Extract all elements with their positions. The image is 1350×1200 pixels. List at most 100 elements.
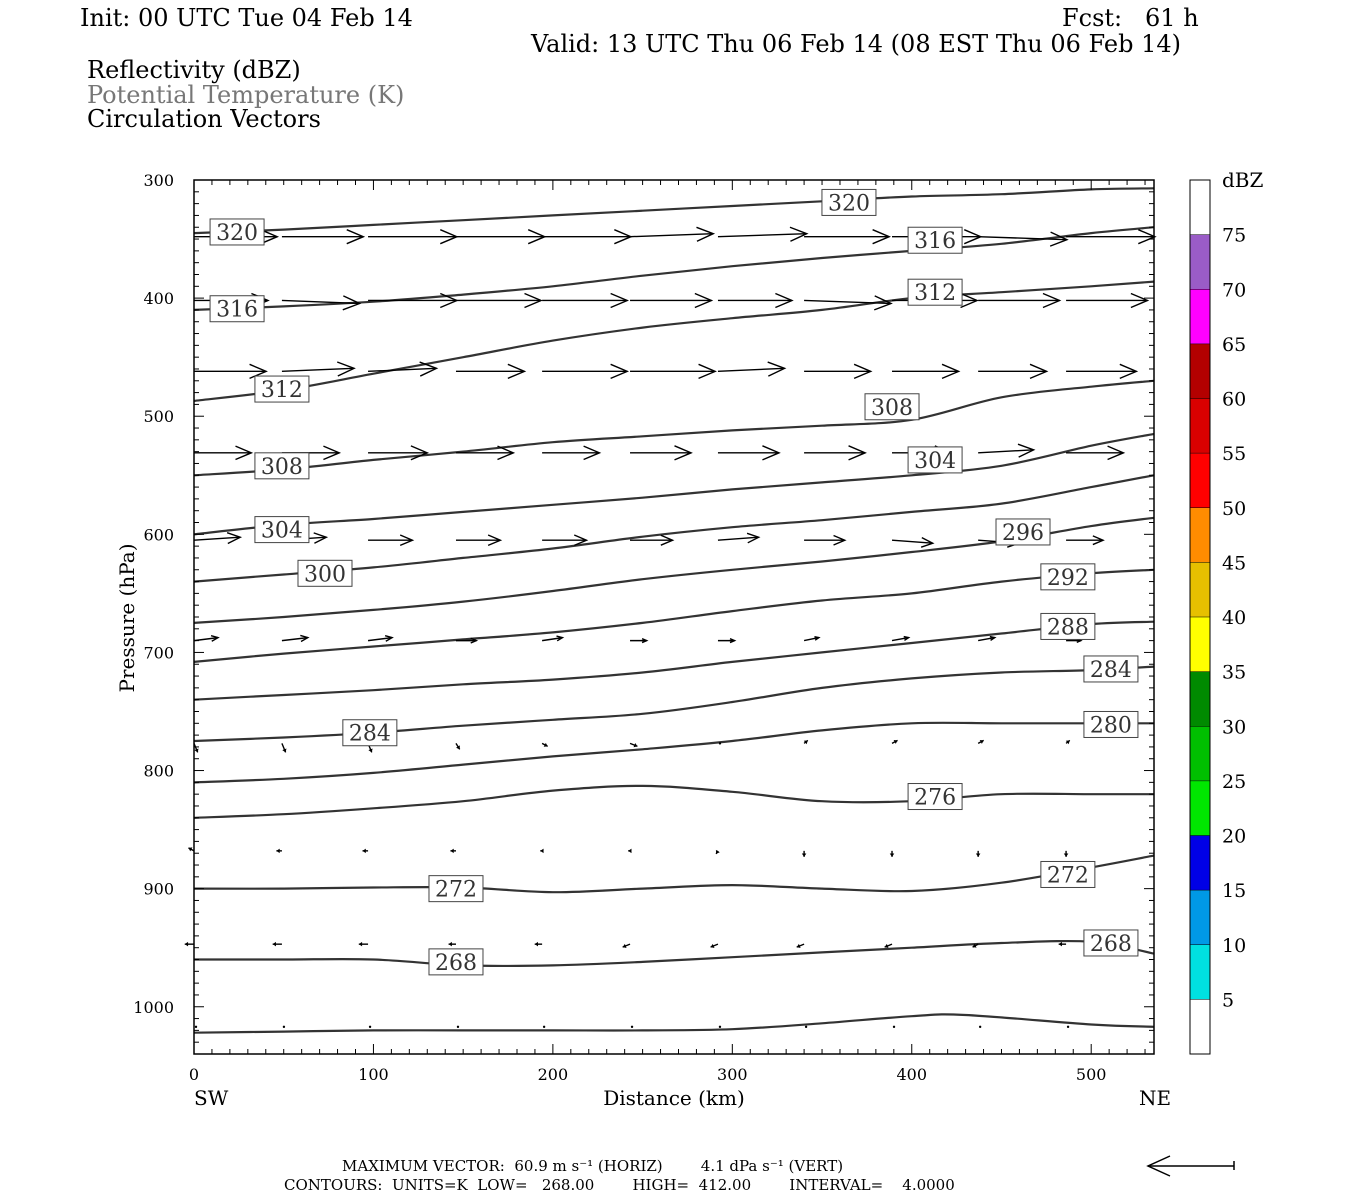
- circulation-vector: [1063, 850, 1069, 857]
- circulation-vector: [803, 636, 821, 642]
- colorbar-segment: [1190, 726, 1210, 781]
- colorbar-segment: [1190, 507, 1210, 563]
- circulation-vector: [542, 445, 602, 461]
- circulation-vector: [542, 229, 633, 245]
- colorbar-tick-label: 35: [1222, 662, 1246, 684]
- contour-label: 312: [907, 278, 963, 306]
- colorbar-tick-label: 15: [1222, 880, 1246, 902]
- y-tick-label: 1000: [133, 998, 174, 1017]
- svg-text:304: 304: [261, 519, 303, 544]
- circulation-vector: [801, 850, 807, 857]
- circulation-vector: [368, 292, 459, 309]
- y-tick-label: 600: [143, 525, 174, 544]
- circulation-vector: [804, 1025, 808, 1029]
- circulation-vector: [977, 739, 985, 744]
- y-tick-label: 500: [143, 407, 174, 426]
- circulation-vector: [455, 534, 503, 547]
- theta-contour-268: [194, 939, 1155, 968]
- theta-contours: [193, 187, 1155, 1034]
- circulation-vector: [542, 635, 565, 642]
- circulation-vector: [455, 363, 527, 379]
- circulation-vector: [630, 226, 716, 242]
- legend-reflectivity: Reflectivity (dBZ): [87, 56, 301, 84]
- circulation-vector: [281, 295, 362, 311]
- colorbar-tick-label: 40: [1222, 607, 1246, 629]
- circulation-vector: [630, 1025, 634, 1029]
- x-axis-label: Distance (km): [603, 1086, 745, 1110]
- svg-text:308: 308: [871, 396, 913, 421]
- theta-contour-316: [193, 226, 1155, 311]
- contour-label: 304: [254, 516, 310, 544]
- contour-label: 300: [297, 559, 353, 587]
- contour-label: 316: [209, 295, 265, 323]
- circulation-vector: [717, 638, 737, 644]
- colorbar-tick-label: 70: [1222, 279, 1246, 301]
- legend-potential-temperature: Potential Temperature (K): [87, 81, 405, 109]
- colorbar-tick-label: 5: [1222, 989, 1234, 1011]
- circulation-vector: [188, 847, 195, 852]
- colorbar: 5 10 15 20 25 30 35 40 45 50 55 60 65 70 75: [1189, 179, 1246, 1055]
- circulation-vector: [455, 445, 516, 461]
- circulation-vector: [978, 1025, 982, 1029]
- circulation-vector: [282, 1025, 286, 1029]
- circulation-vector: [717, 361, 787, 377]
- contour-label: 272: [1040, 860, 1096, 888]
- circulation-vector: [975, 850, 981, 857]
- colorbar-tick-label: 65: [1222, 334, 1246, 356]
- colorbar-tick-label: 20: [1222, 826, 1246, 848]
- circulation-vector: [891, 537, 935, 548]
- circulation-vector: [1066, 445, 1126, 461]
- svg-text:272: 272: [435, 878, 477, 903]
- circulation-vector: [803, 739, 809, 745]
- theta-contour-280: [193, 721, 1154, 784]
- x-tick-label: 400: [896, 1065, 927, 1084]
- colorbar-segment: [1190, 835, 1210, 891]
- colorbar-tick-label: 60: [1222, 389, 1246, 411]
- circulation-vector: [534, 941, 543, 947]
- circulation-vector: [368, 229, 459, 245]
- circulation-vector: [630, 638, 649, 644]
- circulation-vector: [1058, 941, 1067, 947]
- circulation-vector: [281, 229, 366, 245]
- theta-contour-312: [193, 280, 1155, 402]
- svg-text:316: 316: [914, 229, 956, 254]
- svg-text:292: 292: [1047, 566, 1089, 591]
- contour-label: 268: [1083, 929, 1139, 957]
- circulation-vector: [718, 742, 722, 745]
- colorbar-unit: dBZ: [1222, 168, 1264, 192]
- contour-label: 308: [864, 393, 920, 421]
- theta-contour-292: [193, 568, 1155, 663]
- circulation-vector: [717, 532, 761, 544]
- theta-contour-308: [193, 379, 1155, 477]
- svg-text:272: 272: [1047, 863, 1089, 888]
- circulation-vector: [804, 534, 847, 546]
- contour-label: 280: [1083, 710, 1139, 738]
- theta-contour-300: [193, 474, 1155, 583]
- circulation-vector: [804, 445, 867, 461]
- circulation-vector: [622, 943, 631, 949]
- circulation-vector: [542, 292, 630, 309]
- circulation-vector: [891, 635, 911, 642]
- svg-text:320: 320: [216, 221, 258, 246]
- circulation-vector: [889, 850, 895, 857]
- circulation-vector: [368, 1025, 372, 1029]
- contour-label: 316: [907, 226, 963, 254]
- circulation-vector: [978, 363, 1049, 379]
- svg-text:316: 316: [216, 298, 258, 323]
- circulation-vector: [455, 229, 547, 245]
- x-end-label-sw: SW: [194, 1086, 229, 1110]
- circulation-vector: [540, 848, 544, 854]
- svg-text:304: 304: [914, 449, 956, 474]
- svg-text:268: 268: [1090, 932, 1132, 957]
- colorbar-segment: [1190, 180, 1210, 235]
- colorbar-segment: [1190, 671, 1210, 727]
- circulation-vector: [456, 1025, 460, 1029]
- theta-contour-276: [193, 784, 1154, 819]
- circulation-vector: [455, 743, 461, 750]
- contour-label: 284: [342, 719, 398, 747]
- x-tick-label: 200: [538, 1065, 569, 1084]
- circulation-vector: [892, 363, 961, 379]
- contour-label: 312: [254, 375, 310, 403]
- circulation-vector: [542, 363, 630, 379]
